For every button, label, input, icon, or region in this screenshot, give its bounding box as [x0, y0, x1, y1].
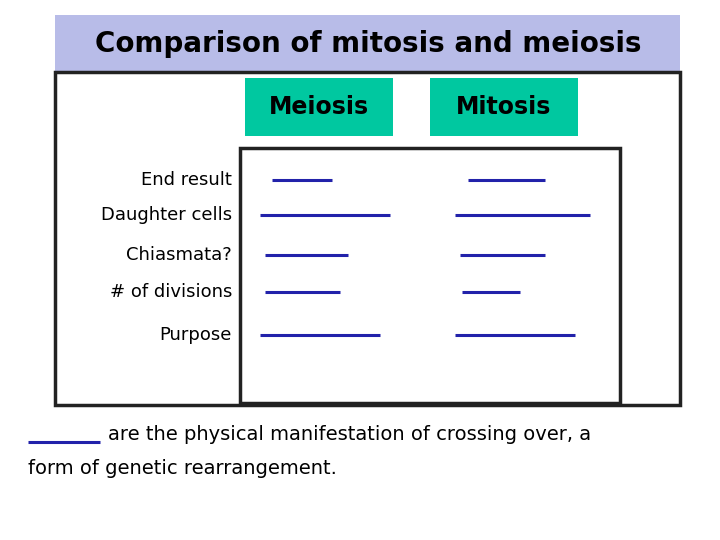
Text: Mitosis: Mitosis	[456, 95, 552, 119]
Text: Meiosis: Meiosis	[269, 95, 369, 119]
Text: form of genetic rearrangement.: form of genetic rearrangement.	[28, 458, 337, 477]
Bar	[240, 148, 620, 403]
Text: Daughter cells: Daughter cells	[101, 206, 232, 224]
Bar	[245, 78, 393, 136]
Bar	[55, 72, 680, 405]
Text: Purpose: Purpose	[160, 326, 232, 344]
Text: End result: End result	[141, 171, 232, 189]
Bar	[55, 15, 680, 72]
Text: Comparison of mitosis and meiosis: Comparison of mitosis and meiosis	[95, 30, 642, 58]
Text: # of divisions: # of divisions	[109, 283, 232, 301]
Bar	[430, 78, 578, 136]
Text: are the physical manifestation of crossing over, a: are the physical manifestation of crossi…	[108, 426, 591, 444]
Text: Chiasmata?: Chiasmata?	[126, 246, 232, 264]
